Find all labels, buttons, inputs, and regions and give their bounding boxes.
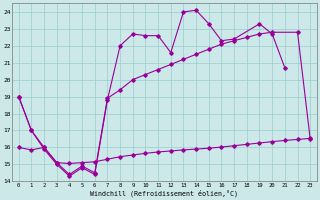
X-axis label: Windchill (Refroidissement éolien,°C): Windchill (Refroidissement éolien,°C) <box>91 189 238 197</box>
